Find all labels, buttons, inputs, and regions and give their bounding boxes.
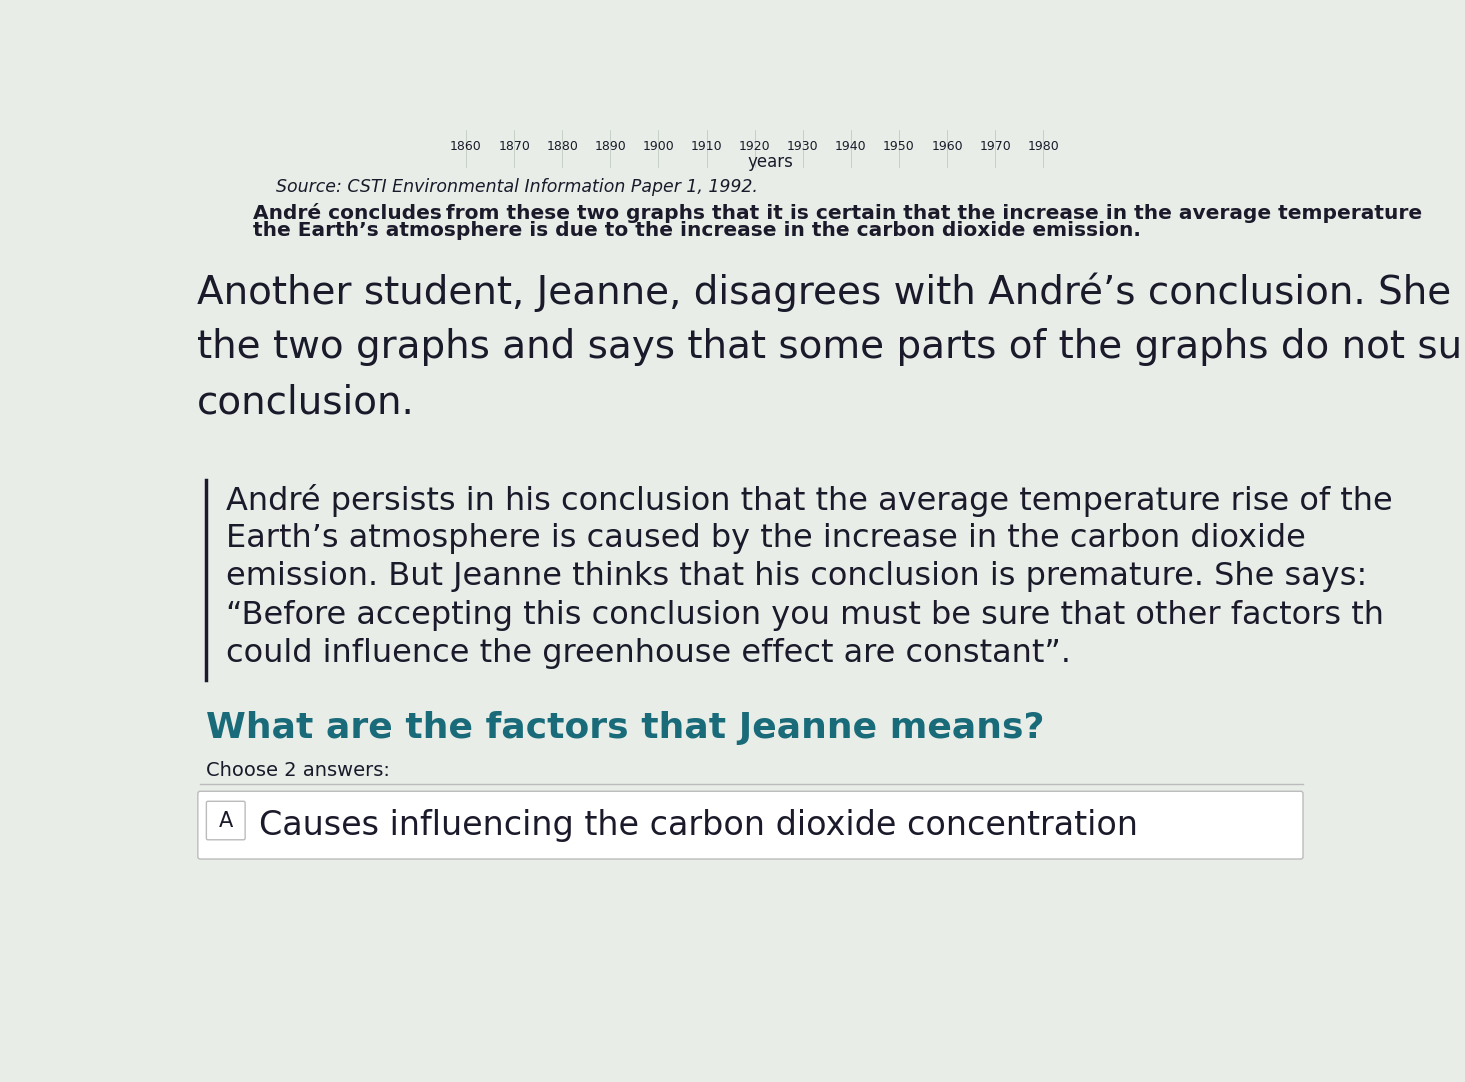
Text: 1900: 1900: [643, 140, 674, 153]
Text: “Before accepting this conclusion you must be sure that other factors th: “Before accepting this conclusion you mu…: [226, 599, 1384, 631]
Text: 1910: 1910: [691, 140, 722, 153]
Text: Source: CSTI Environmental Information Paper 1, 1992.: Source: CSTI Environmental Information P…: [275, 179, 757, 196]
Text: the Earth’s atmosphere is due to the increase in the carbon dioxide emission.: the Earth’s atmosphere is due to the inc…: [253, 222, 1141, 240]
Text: André persists in his conclusion that the average temperature rise of the: André persists in his conclusion that th…: [226, 484, 1393, 517]
Text: Earth’s atmosphere is caused by the increase in the carbon dioxide: Earth’s atmosphere is caused by the incr…: [226, 523, 1305, 554]
Text: Choose 2 answers:: Choose 2 answers:: [207, 762, 390, 780]
Text: 1950: 1950: [883, 140, 916, 153]
Text: What are the factors that Jeanne means?: What are the factors that Jeanne means?: [207, 711, 1045, 745]
Text: 1890: 1890: [595, 140, 626, 153]
Text: conclusion.: conclusion.: [198, 383, 415, 421]
FancyBboxPatch shape: [207, 802, 245, 840]
Text: 1940: 1940: [835, 140, 867, 153]
Text: Another student, Jeanne, disagrees with André’s conclusion. She compar: Another student, Jeanne, disagrees with …: [198, 273, 1465, 312]
Text: A: A: [218, 810, 233, 831]
Text: 1930: 1930: [787, 140, 819, 153]
Text: 1920: 1920: [738, 140, 771, 153]
Text: 1960: 1960: [932, 140, 963, 153]
Text: 1980: 1980: [1027, 140, 1059, 153]
FancyBboxPatch shape: [198, 791, 1302, 859]
Text: 1870: 1870: [498, 140, 530, 153]
Text: years: years: [747, 153, 793, 171]
Text: 1880: 1880: [546, 140, 579, 153]
Text: emission. But Jeanne thinks that his conclusion is premature. She says:: emission. But Jeanne thinks that his con…: [226, 562, 1367, 592]
Text: André concludes from these two graphs that it is certain that the increase in th: André concludes from these two graphs th…: [253, 203, 1423, 223]
Text: the two graphs and says that some parts of the graphs do not support h: the two graphs and says that some parts …: [198, 328, 1465, 366]
Text: Causes influencing the carbon dioxide concentration: Causes influencing the carbon dioxide co…: [259, 808, 1138, 842]
Text: 1970: 1970: [980, 140, 1011, 153]
Text: could influence the greenhouse effect are constant”.: could influence the greenhouse effect ar…: [226, 638, 1071, 669]
Text: 1860: 1860: [450, 140, 482, 153]
